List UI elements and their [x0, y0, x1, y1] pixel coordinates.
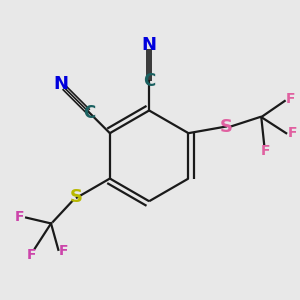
- Text: N: N: [54, 75, 69, 93]
- Text: S: S: [219, 118, 232, 136]
- Text: F: F: [59, 244, 68, 258]
- Text: C: C: [143, 72, 155, 90]
- Text: F: F: [15, 210, 24, 224]
- Text: F: F: [261, 144, 270, 158]
- Text: F: F: [286, 92, 295, 106]
- Text: C: C: [83, 104, 96, 122]
- Text: N: N: [142, 36, 157, 54]
- Text: S: S: [70, 188, 83, 206]
- Text: F: F: [288, 126, 297, 140]
- Text: F: F: [27, 248, 36, 262]
